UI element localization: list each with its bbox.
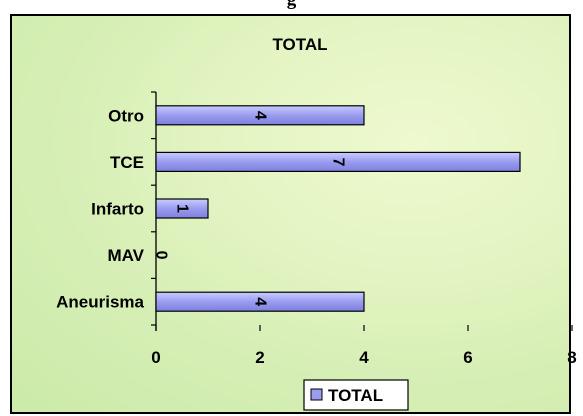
category-label: Otro	[108, 106, 144, 125]
page-heading-text: g	[0, 0, 583, 11]
bar	[155, 291, 365, 312]
x-tick-label: 0	[151, 348, 160, 367]
x-tick-label: 6	[463, 348, 472, 367]
bar	[155, 151, 521, 172]
plot-area: 0 2 4 6 8 Aneurisma 4 MAV 0 Infarto 1 TCE 7 Otro 4	[56, 91, 577, 367]
legend[interactable]: TOTAL	[303, 379, 409, 411]
bar	[155, 198, 209, 219]
data-label: 7	[330, 157, 347, 166]
data-label: 1	[174, 204, 191, 213]
chart-frame	[10, 14, 571, 414]
x-tick-label: 4	[359, 348, 369, 367]
data-label: 0	[153, 251, 170, 260]
legend-swatch	[310, 388, 323, 401]
bar	[155, 105, 365, 126]
category-label: Infarto	[91, 200, 144, 219]
category-label: TCE	[110, 153, 144, 172]
category-label: MAV	[107, 246, 144, 265]
x-tick-label: 8	[567, 348, 576, 367]
x-tick-label: 2	[255, 348, 264, 367]
data-label: 4	[252, 297, 269, 306]
data-label: 4	[252, 111, 269, 120]
category-label: Aneurisma	[56, 293, 144, 312]
chart-title: TOTAL	[272, 35, 327, 54]
page-heading: g	[0, 0, 583, 14]
legend-label: TOTAL	[328, 386, 383, 405]
